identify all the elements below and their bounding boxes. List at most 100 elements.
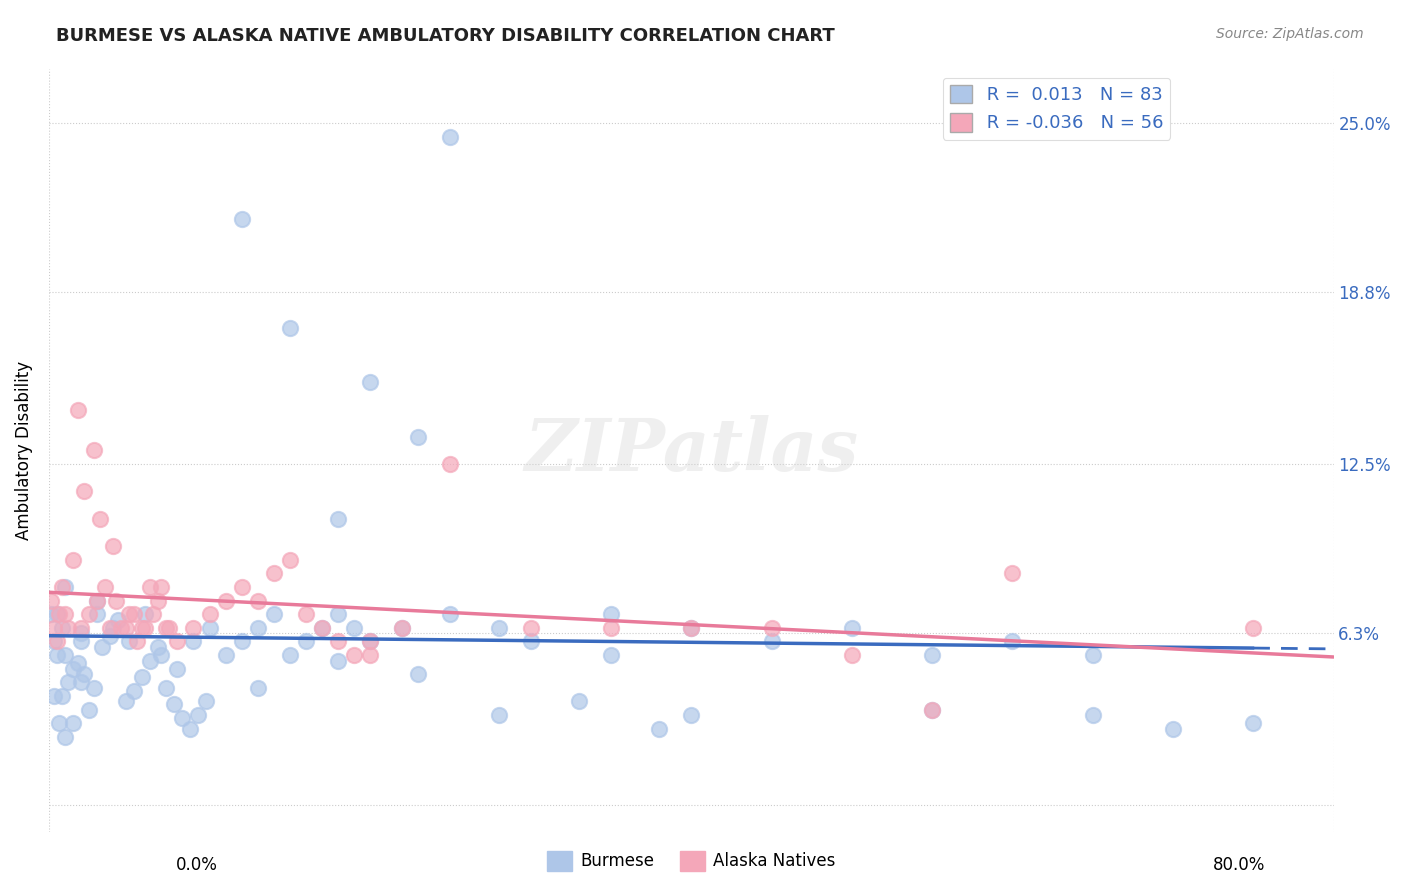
Point <box>391 621 413 635</box>
Point <box>278 320 301 334</box>
Point <box>1081 708 1104 723</box>
Point <box>921 703 943 717</box>
Point <box>648 722 671 736</box>
Point <box>439 129 461 144</box>
Point <box>83 681 105 695</box>
Point <box>142 607 165 622</box>
Point <box>155 681 177 695</box>
Point <box>183 621 205 635</box>
Point <box>1241 716 1264 731</box>
Point <box>198 621 221 635</box>
Point <box>134 621 156 635</box>
Point <box>115 621 138 635</box>
Point <box>681 621 703 635</box>
Point <box>66 657 89 671</box>
Point <box>166 662 188 676</box>
Text: BURMESE VS ALASKA NATIVE AMBULATORY DISABILITY CORRELATION CHART: BURMESE VS ALASKA NATIVE AMBULATORY DISA… <box>56 27 835 45</box>
Point <box>53 607 76 622</box>
Point <box>198 607 221 622</box>
Point <box>42 689 65 703</box>
Point <box>150 648 173 662</box>
Point <box>66 402 89 417</box>
Point <box>359 634 381 648</box>
Point <box>105 593 128 607</box>
Point <box>488 708 510 723</box>
Point <box>1081 648 1104 662</box>
Legend:  R =  0.013   N = 83,  R = -0.036   N = 56: R = 0.013 N = 83, R = -0.036 N = 56 <box>942 78 1170 140</box>
Point <box>83 443 105 458</box>
Point <box>214 593 236 607</box>
Point <box>118 607 141 622</box>
Text: 80.0%: 80.0% <box>1213 856 1265 874</box>
Point <box>127 634 149 648</box>
Y-axis label: Ambulatory Disability: Ambulatory Disability <box>15 361 32 540</box>
Point <box>91 640 114 654</box>
Point <box>131 670 153 684</box>
Point <box>406 667 429 681</box>
Point <box>263 607 285 622</box>
Point <box>51 621 73 635</box>
Text: ZIPatlas: ZIPatlas <box>524 415 858 486</box>
Point <box>214 648 236 662</box>
Point <box>122 607 145 622</box>
Point <box>263 566 285 581</box>
Point <box>326 511 349 525</box>
Point <box>42 634 65 648</box>
Point <box>115 694 138 708</box>
Point <box>841 621 863 635</box>
Point <box>98 621 121 635</box>
Point <box>600 607 623 622</box>
Point <box>53 730 76 744</box>
Point <box>278 552 301 566</box>
Point <box>439 457 461 471</box>
Point <box>86 593 108 607</box>
Point <box>1001 634 1024 648</box>
Point <box>70 634 93 648</box>
Point <box>761 634 783 648</box>
Point <box>70 626 93 640</box>
Text: Source: ZipAtlas.com: Source: ZipAtlas.com <box>1216 27 1364 41</box>
Point <box>295 634 318 648</box>
Point <box>51 689 73 703</box>
Point <box>246 593 269 607</box>
Point <box>131 621 153 635</box>
Point <box>343 621 366 635</box>
Point <box>1001 566 1024 581</box>
Point <box>600 648 623 662</box>
Point <box>179 722 201 736</box>
Point <box>841 648 863 662</box>
Point <box>246 681 269 695</box>
Point <box>295 607 318 622</box>
Point <box>107 613 129 627</box>
Point <box>359 648 381 662</box>
Point <box>231 211 253 226</box>
Point <box>406 430 429 444</box>
Point <box>86 593 108 607</box>
Point <box>110 621 132 635</box>
Point <box>439 607 461 622</box>
Point <box>172 711 194 725</box>
Point <box>39 607 62 622</box>
Point <box>118 634 141 648</box>
Point <box>70 675 93 690</box>
Point <box>51 580 73 594</box>
Point <box>46 634 69 648</box>
Point <box>343 648 366 662</box>
Point <box>46 648 69 662</box>
Point <box>231 634 253 648</box>
Point <box>231 580 253 594</box>
Point <box>166 634 188 648</box>
Point <box>311 621 333 635</box>
Point <box>391 621 413 635</box>
Point <box>98 629 121 643</box>
Point <box>246 621 269 635</box>
Point <box>46 607 69 622</box>
Point <box>53 580 76 594</box>
Point <box>150 580 173 594</box>
Point <box>326 607 349 622</box>
Point <box>326 654 349 668</box>
Point <box>311 621 333 635</box>
Point <box>761 621 783 635</box>
Point <box>921 703 943 717</box>
Point <box>139 654 162 668</box>
